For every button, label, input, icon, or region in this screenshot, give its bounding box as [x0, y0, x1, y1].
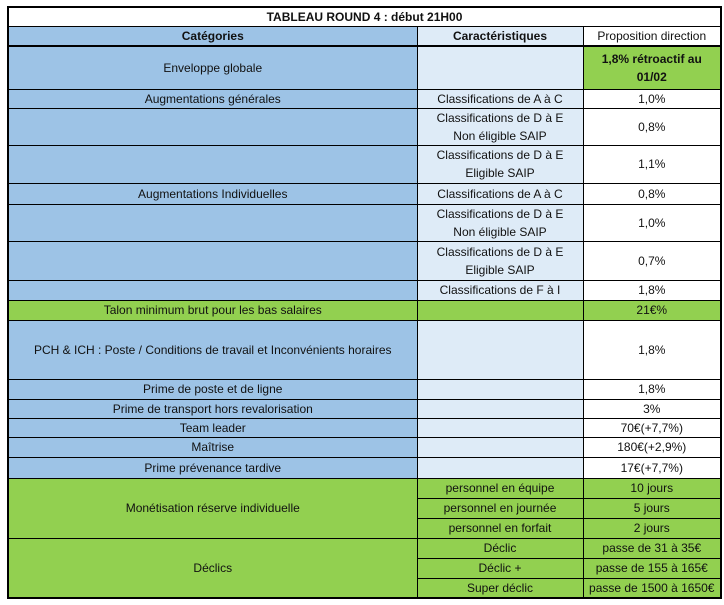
table-row: Augmentations Individuelles Classificati…	[7, 182, 722, 205]
cell-category: Talon minimum brut pour les bas salaires	[7, 299, 418, 321]
cell-category: Prime de transport hors revalorisation	[7, 398, 418, 419]
cell-category: Enveloppe globale	[7, 45, 418, 90]
cell-value: 1,8%	[582, 279, 722, 301]
round4-table: TABLEAU ROUND 4 : début 21H00 Catégories…	[7, 6, 723, 599]
cell-category: Prime de poste et de ligne	[7, 378, 418, 400]
cell-characteristic	[416, 45, 584, 90]
cell-characteristic: Classifications de D à E Non éligible SA…	[416, 107, 584, 146]
cell-value: 1,8%	[582, 378, 722, 400]
table-row: Classifications de D à E Non éligible SA…	[7, 203, 722, 242]
cell-characteristic	[416, 319, 584, 380]
table-row: Déclic + passe de 155 à 165€	[8, 557, 722, 579]
cell-category	[7, 279, 418, 301]
table-row: Team leader 70€(+7,7%)	[7, 417, 722, 438]
cell-characteristic: Déclic +	[416, 557, 584, 579]
cell-category: Augmentations Individuelles	[7, 182, 418, 205]
cell-category	[7, 203, 418, 242]
table-row: Enveloppe globale 1,8% rétroactif au 01/…	[7, 45, 722, 90]
cell-value: 2 jours	[582, 517, 722, 539]
cell-value: 1,0%	[582, 203, 722, 242]
cell-value: passe de 1500 à 1650€	[582, 577, 722, 598]
cell-characteristic: Classifications de D à E Eligible SAIP	[416, 144, 584, 184]
table-row: Classifications de D à E Eligible SAIP 1…	[7, 144, 722, 184]
table-row: Déclics Déclic passe de 31 à 35€	[7, 537, 722, 598]
cell-value: 1,0%	[582, 88, 722, 109]
table-row: Monétisation réserve individuelle person…	[7, 477, 722, 539]
cell-category-merged: Déclics	[7, 537, 418, 598]
cell-value: passe de 155 à 165€	[582, 557, 722, 579]
cell-value: 21€%	[582, 299, 722, 321]
table-row: Classifications de D à E Eligible SAIP 0…	[7, 240, 722, 281]
cell-characteristic: personnel en équipe	[416, 477, 584, 499]
cell-value: 1,8%	[582, 319, 722, 380]
table-row: Prime de transport hors revalorisation 3…	[7, 398, 722, 419]
cell-value: 17€(+7,7%)	[582, 456, 722, 479]
cell-value: 0,8%	[582, 107, 722, 146]
table-row: PCH & ICH : Poste / Conditions de travai…	[7, 319, 722, 380]
table-row: Classifications de D à E Non éligible SA…	[7, 107, 722, 146]
table-row: Classifications de F à I 1,8%	[7, 279, 722, 301]
cell-characteristic: Super déclic	[416, 577, 584, 598]
column-header-categories: Catégories	[7, 26, 418, 47]
title-row: TABLEAU ROUND 4 : début 21H00	[7, 6, 722, 27]
cell-characteristic	[416, 378, 584, 400]
cell-value: 1,1%	[582, 144, 722, 184]
cell-characteristic	[416, 417, 584, 438]
cell-characteristic: personnel en forfait	[416, 517, 584, 539]
table-row: Augmentations générales Classifications …	[7, 88, 722, 109]
cell-characteristic	[416, 299, 584, 321]
cell-value: 10 jours	[582, 477, 722, 499]
cell-category: Maîtrise	[7, 436, 418, 458]
cell-value: 3%	[582, 398, 722, 419]
table-title: TABLEAU ROUND 4 : début 21H00	[7, 6, 722, 27]
table-row: personnel en forfait 2 jours	[8, 517, 722, 539]
cell-category-merged: Monétisation réserve individuelle	[7, 477, 418, 539]
cell-characteristic: Classifications de A à C	[416, 182, 584, 205]
cell-value: 5 jours	[582, 497, 722, 519]
cell-category: Team leader	[7, 417, 418, 438]
cell-value: 0,7%	[582, 240, 722, 281]
cell-characteristic	[416, 398, 584, 419]
table-row: Prime prévenance tardive 17€(+7,7%)	[7, 456, 722, 479]
cell-value: passe de 31 à 35€	[582, 537, 722, 559]
cell-category	[7, 240, 418, 281]
cell-category	[7, 144, 418, 184]
cell-category: Prime prévenance tardive	[7, 456, 418, 479]
cell-value: 70€(+7,7%)	[582, 417, 722, 438]
column-header-proposition-direction: Proposition direction	[582, 26, 722, 47]
cell-characteristic: Classifications de F à I	[416, 279, 584, 301]
cell-characteristic: Classifications de D à E Eligible SAIP	[416, 240, 584, 281]
cell-characteristic: Déclic	[416, 537, 584, 559]
cell-category: Augmentations générales	[7, 88, 418, 109]
cell-characteristic: Classifications de A à C	[416, 88, 584, 109]
header-row: Catégories Caractéristiques Proposition …	[7, 26, 722, 47]
cell-value: 1,8% rétroactif au 01/02	[582, 45, 722, 90]
table-row: Maîtrise 180€(+2,9%)	[7, 436, 722, 458]
table-row: Prime de poste et de ligne 1,8%	[7, 378, 722, 400]
cell-category	[7, 107, 418, 146]
cell-characteristic	[416, 456, 584, 479]
cell-characteristic: personnel en journée	[416, 497, 584, 519]
column-header-caracteristiques: Caractéristiques	[416, 26, 584, 47]
table-row: personnel en journée 5 jours	[8, 497, 722, 519]
cell-value: 180€(+2,9%)	[582, 436, 722, 458]
table-row: Talon minimum brut pour les bas salaires…	[7, 299, 722, 321]
table-row: Super déclic passe de 1500 à 1650€	[8, 577, 722, 598]
cell-characteristic: Classifications de D à E Non éligible SA…	[416, 203, 584, 242]
cell-value: 0,8%	[582, 182, 722, 205]
cell-characteristic	[416, 436, 584, 458]
cell-category: PCH & ICH : Poste / Conditions de travai…	[7, 319, 418, 380]
